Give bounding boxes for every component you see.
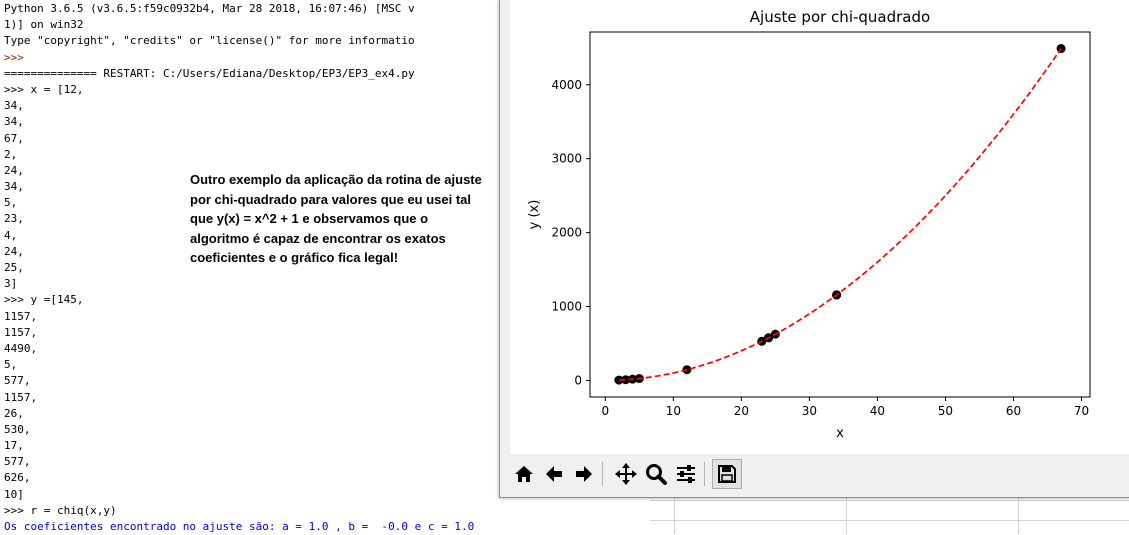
console-line: 1157, <box>4 309 38 323</box>
x-tick-label: 60 <box>1006 404 1021 418</box>
console-line: 26, <box>4 406 24 420</box>
y-tick-label: 1000 <box>551 300 582 314</box>
console-line: >>> y =[145, <box>4 293 84 307</box>
console-line: 23, <box>4 212 24 226</box>
x-axis-label: x <box>836 426 844 441</box>
home-icon[interactable] <box>510 460 538 488</box>
annotation-text: Outro exemplo da aplicação da rotina de … <box>190 172 482 265</box>
console-line: 34, <box>4 115 24 129</box>
console-line: 4490, <box>4 341 38 355</box>
y-tick-label: 3000 <box>551 152 582 166</box>
console-line: 34, <box>4 180 24 194</box>
x-tick-label: 20 <box>734 404 749 418</box>
x-tick-label: 50 <box>938 404 953 418</box>
x-tick-label: 70 <box>1074 404 1089 418</box>
zoom-icon[interactable] <box>642 460 670 488</box>
y-tick-label: 2000 <box>551 226 582 240</box>
console-line: 17, <box>4 439 24 453</box>
console-line: 1)] on win32 <box>4 18 84 32</box>
back-arrow-icon[interactable] <box>540 460 568 488</box>
console-line: 34, <box>4 99 24 113</box>
console-line: 4, <box>4 228 18 242</box>
console-line: ============== RESTART: C:/Users/Ediana/… <box>4 66 415 80</box>
console-line: 1157, <box>4 325 38 339</box>
console-output[interactable]: Python 3.6.5 (v3.6.5:f59c0932b4, Mar 28 … <box>4 1 644 535</box>
console-line: 626, <box>4 471 31 485</box>
y-axis-label: y (x) <box>527 200 542 230</box>
console-line: Os coeficientes encontrado no ajuste são… <box>4 520 475 533</box>
console-line: 2, <box>4 147 18 161</box>
console-line: >>> x = [12, <box>4 82 84 96</box>
console-line: 67, <box>4 131 24 145</box>
data-point <box>621 375 631 385</box>
console-line: 1157, <box>4 390 38 404</box>
chart-svg: Ajuste por chi-quadrado 0 10 20 30 40 50 60 70 0 1… <box>527 8 1091 441</box>
navigation-toolbar <box>500 456 1129 496</box>
console-line: 3] <box>4 277 18 291</box>
y-tick-label: 4000 <box>551 78 582 92</box>
console-line: >>> r = chiq(x,y) <box>4 503 117 517</box>
toolbar-separator <box>704 462 705 486</box>
pan-icon[interactable] <box>612 460 640 488</box>
x-tick-label: 40 <box>870 404 885 418</box>
console-line: 24, <box>4 244 24 258</box>
console-line: Python 3.6.5 (v3.6.5:f59c0932b4, Mar 28 … <box>4 2 415 15</box>
toolbar-separator <box>602 462 603 486</box>
axes-frame <box>589 31 1091 398</box>
console-line: 577, <box>4 374 31 388</box>
console-line: 577, <box>4 455 31 469</box>
console-line: 24, <box>4 163 24 177</box>
console-line: 5, <box>4 196 18 210</box>
x-tick-label: 10 <box>666 404 681 418</box>
matplotlib-figure-window: Ajuste por chi-quadrado 0 10 20 30 40 50 60 70 0 1… <box>499 0 1129 498</box>
console-line: 10] <box>4 487 24 501</box>
x-tick-label: 30 <box>802 404 817 418</box>
chart-title: Ajuste por chi-quadrado <box>750 8 930 26</box>
console-line: Type "copyright", "credits" or "license(… <box>4 34 415 48</box>
save-icon[interactable] <box>712 459 742 489</box>
console-line: 25, <box>4 261 24 274</box>
y-tick-label: 0 <box>574 373 582 387</box>
plot-area: Ajuste por chi-quadrado 0 10 20 30 40 50 60 70 0 1… <box>510 0 1129 454</box>
console-line: 5, <box>4 358 18 372</box>
configure-subplots-icon[interactable] <box>672 460 700 488</box>
forward-arrow-icon[interactable] <box>570 460 598 488</box>
fit-curve-line <box>618 48 1062 381</box>
console-line: 530, <box>4 422 31 436</box>
console-line: >>> <box>4 50 31 64</box>
x-tick-label: 0 <box>601 404 609 418</box>
